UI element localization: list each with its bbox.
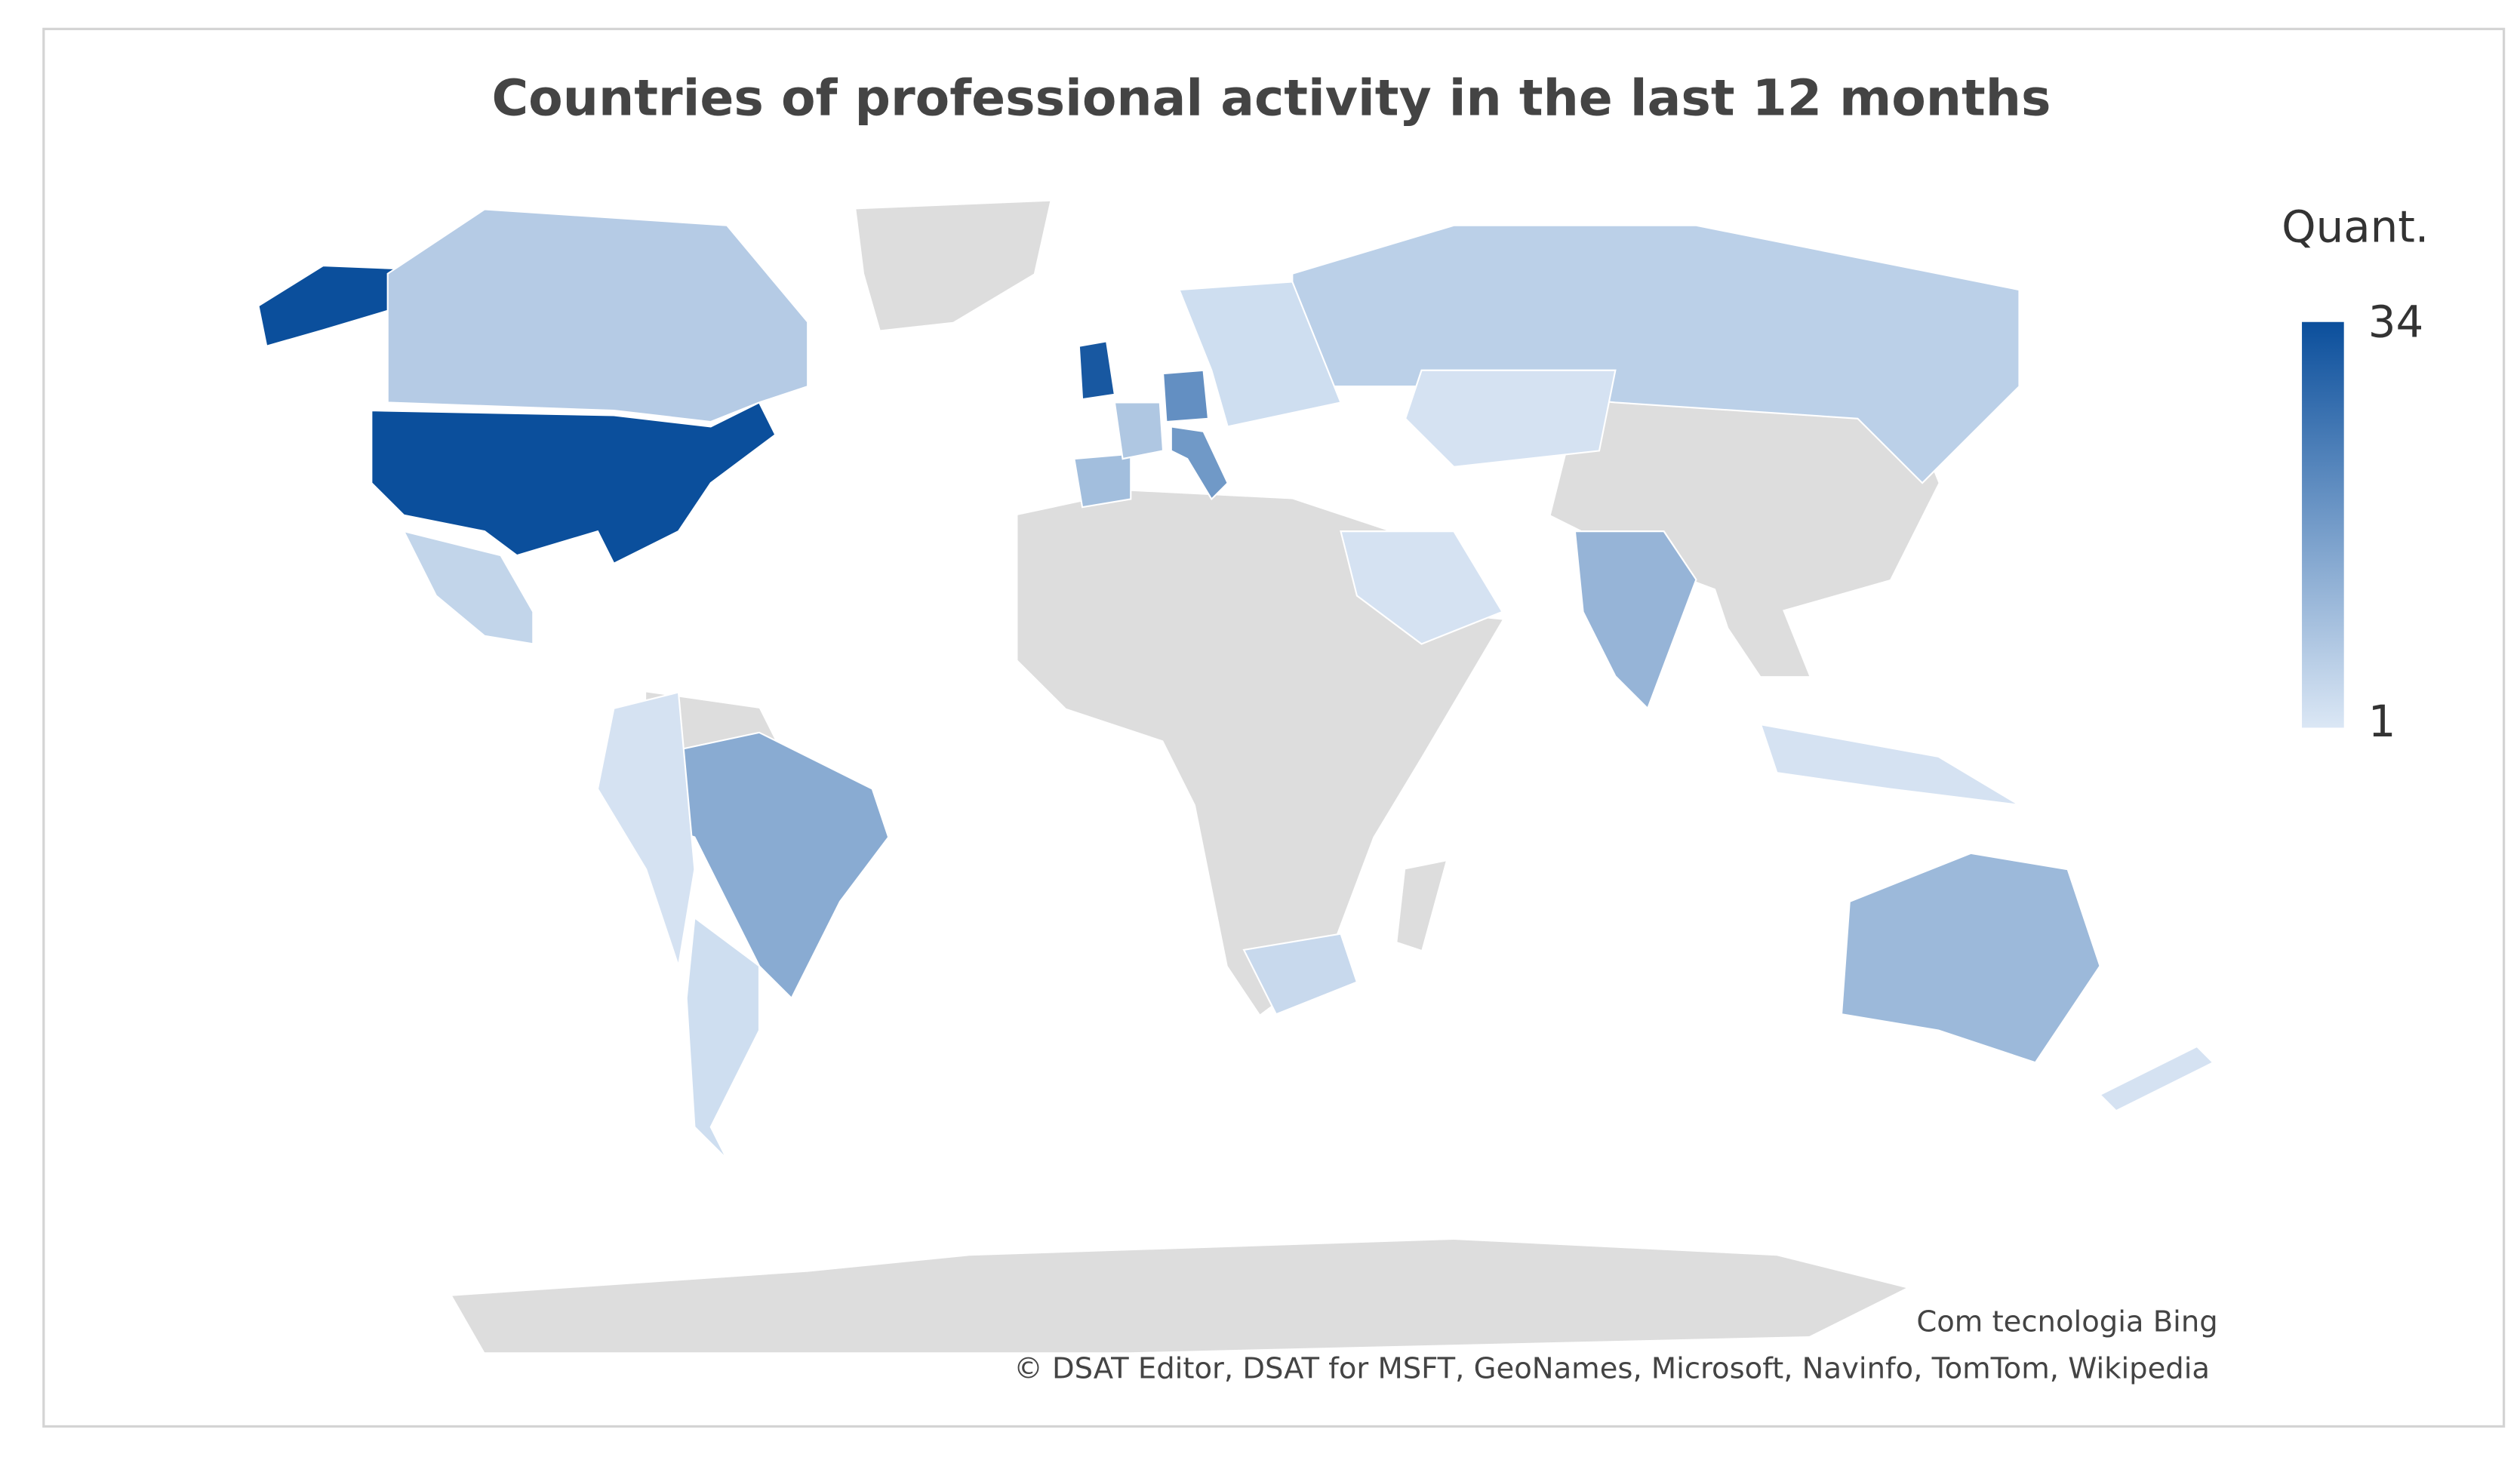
region (1340, 530, 1504, 645)
regions (257, 208, 2215, 1160)
legend-tick-label: 1 (2368, 696, 2396, 747)
land (1017, 490, 1503, 1015)
legend-ticks: 1 34 (2368, 297, 2424, 747)
region (1404, 369, 1617, 468)
region (386, 208, 809, 423)
region (1170, 426, 1229, 501)
land (1712, 579, 1810, 677)
region (402, 530, 534, 645)
legend-title: Quant. (2282, 201, 2429, 253)
region (596, 691, 696, 967)
region (1177, 281, 1342, 428)
region (1078, 340, 1116, 401)
region (1291, 224, 2020, 484)
region (1073, 453, 1132, 509)
chart-title: Countries of professional activity in th… (492, 69, 2051, 128)
region (1242, 933, 1358, 1016)
land (1397, 861, 1446, 950)
credit: © DSAT Editor, DSAT for MSFT, GeoNames, … (1014, 1351, 2210, 1385)
region (685, 916, 761, 1160)
land (452, 1239, 1906, 1353)
land (856, 201, 1051, 330)
region (1113, 401, 1165, 460)
color-scale (2302, 321, 2344, 728)
region (2098, 1045, 2215, 1112)
region (1840, 852, 2101, 1064)
legend-tick-label: 34 (2368, 297, 2424, 348)
region (1162, 369, 1210, 423)
region (1759, 723, 2020, 806)
region (1574, 530, 1697, 710)
credit: Com tecnologia Bing (1916, 1305, 2217, 1339)
